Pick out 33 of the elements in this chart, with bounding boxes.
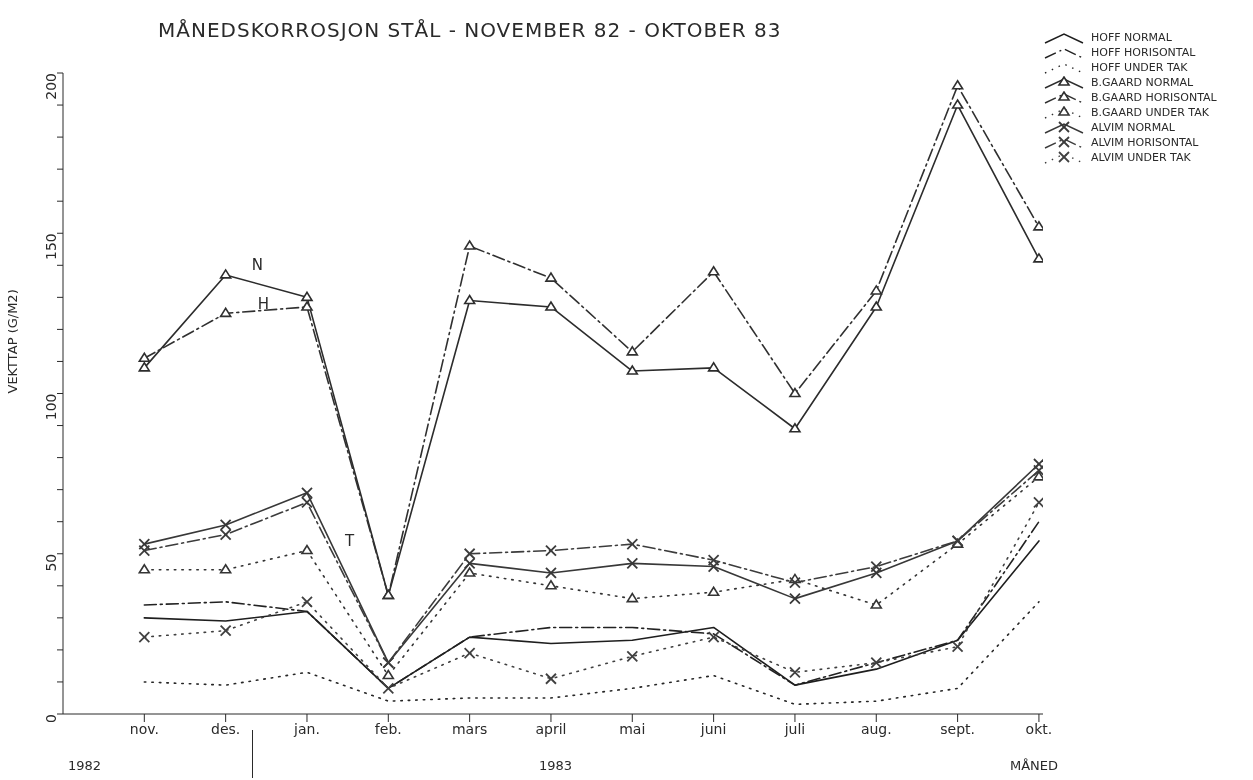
x-tick-label: aug. [860,720,892,737]
legend-label: HOFF NORMAL [1091,31,1172,44]
y-tick-label: 150 [42,233,59,260]
text: 1982 [68,758,102,773]
x-tick-label: sept. [940,720,975,737]
annotation: N [251,256,263,275]
legend-label: HOFF UNDER TAK [1091,61,1188,74]
x-tick-label: mai [619,720,646,737]
y-tick-label: 50 [42,553,59,572]
legend-label: ALVIM NORMAL [1091,121,1175,134]
legend-label: B.GAARD UNDER TAK [1091,106,1209,119]
legend-label: ALVIM UNDER TAK [1091,151,1191,164]
x-tick-label: jan. [293,720,320,737]
y-tick-label: 0 [42,714,59,723]
legend-label: B.GAARD NORMAL [1091,76,1194,89]
legend-label: B.GAARD HORISONTAL [1091,91,1217,104]
x-tick-label: juni [699,720,727,737]
annotation: T [343,531,355,550]
legend-label: ALVIM HORISONTAL [1091,136,1199,149]
x-tick-label: april [535,720,567,737]
text: MÅNED [1009,758,1058,773]
y-tick-label: 200 [42,73,59,100]
x-tick-label: des. [211,720,241,737]
chart-title: MÅNEDSKORROSJON STÅL - NOVEMBER 82 - OKTOBER 83 [158,18,782,42]
x-tick-label: feb. [374,720,402,737]
text: 1983 [538,758,573,773]
x-tick-label: juli [783,720,806,737]
y-tick-label: 100 [42,393,59,421]
annotation: H [257,294,269,313]
legend-label: HOFF HORISONTAL [1091,46,1196,59]
x-tick-label: mars [452,720,488,737]
x-tick-label: okt. [1025,720,1053,737]
x-tick-label: nov. [129,720,159,737]
